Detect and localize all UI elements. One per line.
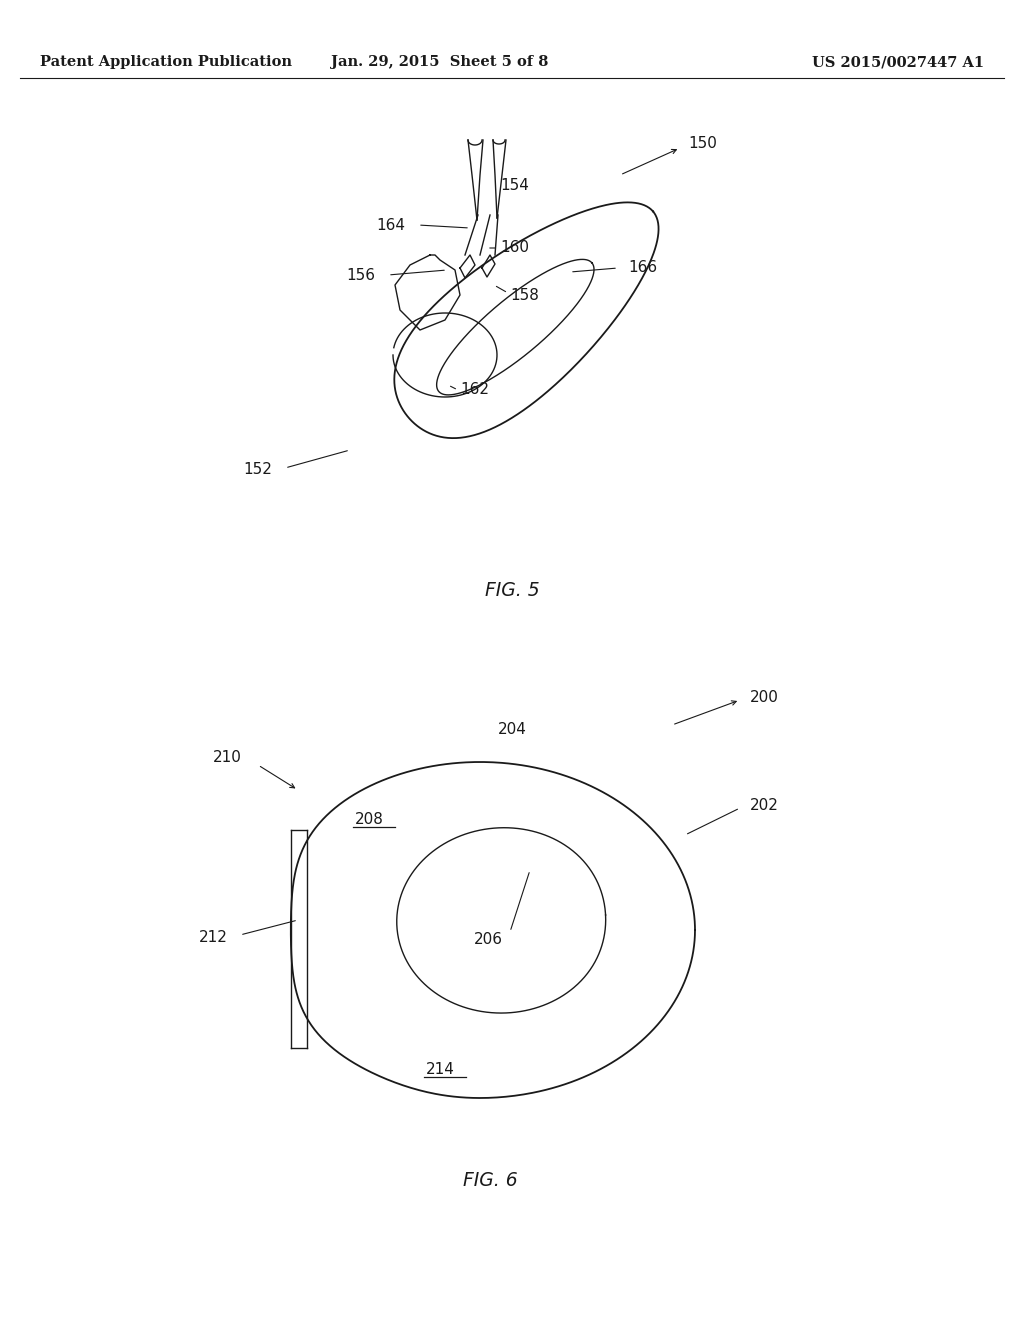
- Text: 208: 208: [355, 813, 384, 828]
- Text: 164: 164: [376, 218, 406, 232]
- Text: Jan. 29, 2015  Sheet 5 of 8: Jan. 29, 2015 Sheet 5 of 8: [332, 55, 549, 69]
- Text: 210: 210: [213, 751, 242, 766]
- Text: 204: 204: [498, 722, 527, 738]
- Text: 166: 166: [628, 260, 657, 276]
- Text: FIG. 6: FIG. 6: [463, 1171, 517, 1189]
- Text: 206: 206: [473, 932, 503, 948]
- Text: 156: 156: [346, 268, 375, 282]
- Text: 202: 202: [750, 797, 779, 813]
- Text: 212: 212: [199, 931, 228, 945]
- Text: 152: 152: [243, 462, 272, 478]
- Text: US 2015/0027447 A1: US 2015/0027447 A1: [812, 55, 984, 69]
- Text: 214: 214: [426, 1063, 455, 1077]
- Text: FIG. 5: FIG. 5: [484, 581, 540, 599]
- Text: 160: 160: [500, 240, 529, 256]
- Text: 154: 154: [500, 177, 528, 193]
- Text: 150: 150: [688, 136, 717, 152]
- Text: 162: 162: [460, 383, 489, 397]
- Text: 158: 158: [510, 288, 539, 302]
- Text: Patent Application Publication: Patent Application Publication: [40, 55, 292, 69]
- Text: 200: 200: [750, 689, 779, 705]
